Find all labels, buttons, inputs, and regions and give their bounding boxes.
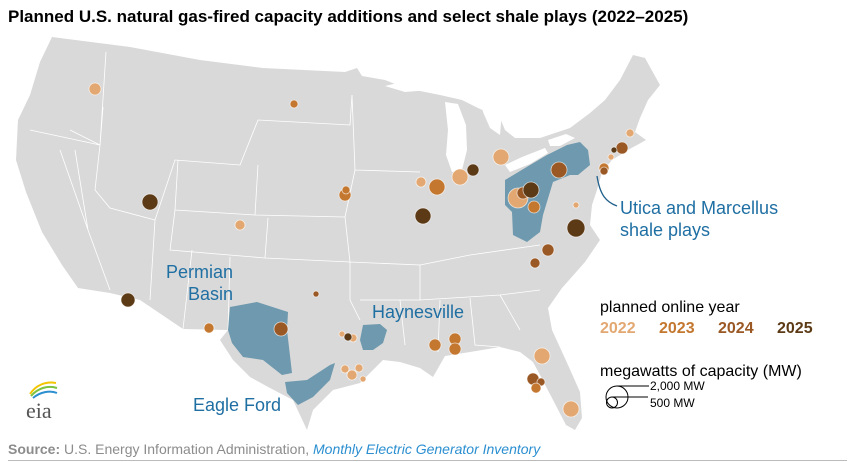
plant-marker-2024 [273, 321, 289, 337]
legend-size-small: 500 MW [650, 396, 695, 410]
plant-marker-2024 [550, 161, 568, 179]
plant-marker-2024 [615, 141, 629, 155]
plant-marker-2025 [566, 218, 586, 238]
lake-ontario [548, 134, 575, 146]
bottom-rule [8, 460, 847, 461]
state-borders [29, 51, 541, 353]
permian-basin-shale [228, 302, 292, 375]
plant-marker-2022 [415, 176, 427, 188]
plant-marker-2023 [428, 338, 442, 352]
source-prefix: Source: [8, 441, 61, 457]
plant-marker-2024 [541, 243, 555, 257]
plant-marker-2024 [529, 257, 541, 269]
plant-marker-2022 [451, 168, 469, 186]
plant-marker-2022 [354, 363, 364, 373]
plant-marker-2022 [88, 82, 102, 96]
legend-year-2022: 2022 [600, 320, 636, 337]
haynesville-shale [360, 324, 387, 350]
eia-logo-text: eia [26, 398, 52, 423]
source-note: Source: U.S. Energy Information Administ… [8, 441, 540, 457]
lake-erie [505, 148, 548, 172]
plant-marker-2022 [533, 347, 551, 365]
label-utica-marcellus: Utica and Marcellus shale plays [620, 198, 779, 240]
label-eagle-ford: Eagle Ford [193, 395, 282, 415]
plant-marker-2022 [562, 400, 580, 418]
utica-marcellus-shale [505, 142, 590, 242]
label-permian-basin: Permian Basin [166, 261, 233, 305]
permian-text: Permian Basin [166, 262, 234, 304]
plant-marker-2022 [625, 128, 635, 138]
legend-year-2023: 2023 [659, 320, 695, 337]
plant-marker-2023 [527, 200, 541, 214]
size-legend-symbols [605, 385, 649, 409]
source-text: U.S. Energy Information Administration, [60, 441, 314, 457]
plant-marker-2023 [341, 185, 351, 195]
lake-michigan [445, 102, 467, 172]
plant-marker-2025 [610, 146, 618, 154]
lake-superior [385, 78, 470, 92]
eagle-ford-shale [285, 363, 335, 405]
legend-size-heading: megawatts of capacity (MW) [600, 363, 802, 380]
plant-marker-2025 [141, 193, 159, 211]
utica-leader-line [596, 175, 618, 207]
legend-size-large: 2,000 MW [650, 379, 705, 393]
eia-logo: eia [26, 381, 58, 423]
plant-marker-2024 [312, 290, 320, 298]
great-lakes [385, 78, 575, 172]
plant-marker-2023 [203, 322, 215, 334]
plant-marker-2022 [607, 153, 615, 161]
plant-marker-2023 [448, 342, 462, 356]
source-link[interactable]: Monthly Electric Generator Inventory [313, 441, 541, 457]
plant-marker-2023 [428, 178, 446, 196]
plant-marker-2023 [289, 99, 299, 109]
legend-year-heading: planned online year [600, 299, 740, 316]
lake-huron [478, 90, 502, 135]
plant-marker-2024 [599, 166, 609, 176]
plant-marker-2025 [466, 163, 480, 177]
legend-year-2024: 2024 [718, 320, 754, 337]
plant-marker-2022 [234, 219, 246, 231]
plant-marker-2025 [522, 181, 540, 199]
legend-year-2025: 2025 [777, 320, 813, 337]
us-land [16, 37, 660, 430]
plant-marker-2025 [120, 292, 136, 308]
plant-marker-2022 [492, 148, 510, 166]
plant-marker-2023 [530, 382, 542, 394]
plant-marker-2022 [359, 375, 367, 383]
label-haynesville: Haynesville [372, 302, 465, 322]
plant-marker-2022 [346, 369, 358, 381]
plant-marker-2025 [343, 332, 353, 342]
shale-plays [228, 142, 590, 405]
figure-title: Planned U.S. natural gas-fired capacity … [8, 7, 689, 26]
plant-marker-2022 [340, 364, 350, 374]
plant-markers [88, 82, 635, 418]
plant-marker-2025 [414, 207, 432, 225]
plant-marker-2022 [572, 201, 580, 209]
